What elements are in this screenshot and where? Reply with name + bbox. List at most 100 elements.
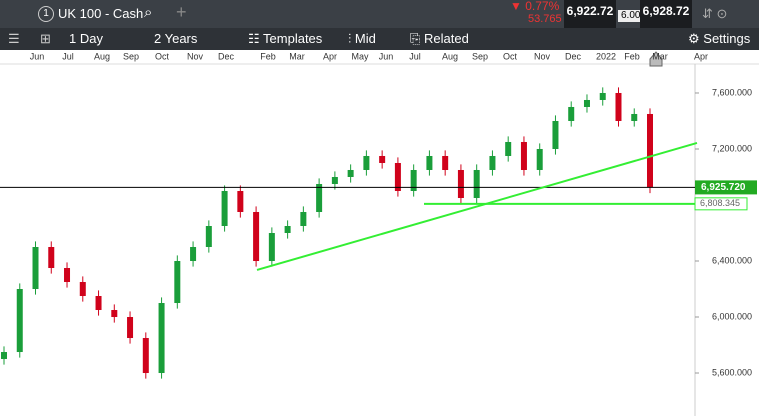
candle-body bbox=[426, 155, 433, 170]
candle-body bbox=[536, 148, 543, 170]
x-tick-label: Nov bbox=[187, 51, 204, 61]
x-tick-label: Jun bbox=[379, 51, 394, 61]
candle-body bbox=[347, 169, 354, 177]
candle-body bbox=[457, 169, 464, 198]
candle-body bbox=[284, 225, 291, 233]
candle-body bbox=[631, 113, 638, 121]
candle-body bbox=[237, 190, 244, 212]
workspace-icon[interactable]: 1 bbox=[38, 6, 54, 22]
candle-body bbox=[205, 225, 212, 248]
price-type[interactable]: ⫶ Mid bbox=[348, 31, 376, 46]
candle-body bbox=[410, 169, 417, 191]
candle-body bbox=[253, 211, 260, 262]
candle-body bbox=[190, 247, 197, 262]
candle-body bbox=[331, 176, 338, 184]
x-tick-label: Aug bbox=[94, 51, 110, 61]
candle-body bbox=[221, 190, 228, 226]
x-tick-label: Feb bbox=[624, 51, 640, 61]
x-tick-label: Jul bbox=[62, 51, 74, 61]
candle-body bbox=[583, 99, 590, 107]
related[interactable]: ⎘ Related bbox=[410, 31, 469, 46]
trendline bbox=[256, 142, 698, 271]
candle-body bbox=[16, 289, 23, 353]
x-tick-label: 2022 bbox=[596, 51, 616, 61]
candle-body bbox=[174, 261, 181, 304]
marker-icon bbox=[649, 51, 663, 67]
x-tick-label: Jul bbox=[409, 51, 421, 61]
add-icon[interactable]: + bbox=[176, 2, 187, 22]
candle-body bbox=[615, 92, 622, 121]
x-tick-label: Dec bbox=[218, 51, 235, 61]
x-tick-label: May bbox=[351, 51, 369, 61]
candle-body bbox=[127, 317, 134, 339]
x-tick-label: Oct bbox=[155, 51, 170, 61]
candle-body bbox=[48, 247, 55, 269]
x-tick-label: Oct bbox=[503, 51, 518, 61]
candle-body bbox=[647, 113, 653, 188]
related-label: Related bbox=[424, 31, 469, 46]
x-tick-label: Apr bbox=[323, 51, 337, 61]
y-tick-label: 5,600.000 bbox=[712, 367, 752, 377]
candle-body bbox=[64, 268, 71, 283]
x-tick-label: Jun bbox=[30, 51, 45, 61]
candle-body bbox=[568, 106, 575, 121]
candle-body bbox=[505, 141, 512, 156]
sell-price[interactable]: 6,922.72 bbox=[564, 0, 616, 28]
x-tick-label: Mar bbox=[652, 51, 668, 61]
change-abs: 53.765 bbox=[528, 13, 562, 25]
x-tick-label: Mar bbox=[289, 51, 305, 61]
candle-body bbox=[300, 211, 307, 226]
settings[interactable]: ⚙ Settings bbox=[688, 31, 751, 46]
y-tick-label: 7,600.000 bbox=[712, 87, 752, 97]
candle-body bbox=[111, 310, 118, 318]
top-bar: 1 UK 100 - Cash ⌕ + ▼ 0.77% 53.765 6,922… bbox=[0, 0, 759, 28]
candle-body bbox=[158, 303, 165, 374]
x-tick-label: Dec bbox=[565, 51, 582, 61]
candle-body bbox=[95, 296, 102, 311]
y-tick-label: 6,400.000 bbox=[712, 255, 752, 265]
range[interactable]: 2 Years bbox=[154, 31, 198, 46]
chart: Jun Jul Aug Sep Oct Nov Dec Feb Mar Apr May Jun Jul A… bbox=[0, 51, 759, 416]
x-tick-label: Nov bbox=[534, 51, 551, 61]
candle-body bbox=[473, 169, 480, 198]
candle-body bbox=[552, 120, 559, 149]
candle-body bbox=[142, 338, 149, 374]
candle-body bbox=[79, 282, 86, 297]
candle-body bbox=[32, 247, 39, 290]
support-label: 6,808.345 bbox=[700, 198, 740, 208]
y-tick-label: 6,000.000 bbox=[712, 311, 752, 321]
templates[interactable]: ☷ Templates bbox=[248, 31, 323, 46]
templates-label: Templates bbox=[263, 31, 323, 46]
change-pct-value: 0.77% bbox=[525, 0, 560, 13]
candle-body bbox=[489, 155, 496, 170]
candle-body bbox=[268, 233, 275, 262]
price-type-label: Mid bbox=[354, 31, 376, 46]
x-tick-label: Feb bbox=[260, 51, 276, 61]
x-tick-label: Sep bbox=[123, 51, 139, 61]
chart-toolbar: ☰ ⊞ 1 Day 2 Years ☷ Templates ⫶ Mid ⎘ Re… bbox=[0, 28, 759, 50]
buy-price[interactable]: 6,928.72 bbox=[640, 0, 692, 28]
current-price-label: 6,925.720 bbox=[701, 182, 746, 193]
layout-icon[interactable]: ⊞ bbox=[40, 31, 51, 46]
instrument[interactable]: UK 100 - Cash bbox=[58, 6, 144, 21]
candle-body bbox=[394, 162, 401, 191]
x-tick-label: Aug bbox=[442, 51, 458, 61]
current-price-badge bbox=[695, 180, 757, 195]
x-tick-label: Apr bbox=[694, 51, 708, 61]
window-icons[interactable]: ⇵ ⊙ bbox=[702, 6, 728, 21]
candle-body bbox=[316, 183, 323, 212]
menu-icon[interactable]: ☰ bbox=[8, 31, 20, 46]
candle-body bbox=[1, 352, 7, 360]
change-pct: ▼ 0.77% bbox=[510, 0, 560, 13]
interval[interactable]: 1 Day bbox=[69, 31, 103, 46]
candle-body bbox=[379, 155, 386, 163]
candle-body bbox=[520, 141, 527, 170]
candle-body bbox=[363, 155, 370, 170]
spread: 6.00 bbox=[618, 10, 644, 22]
y-tick-label: 7,200.000 bbox=[712, 143, 752, 153]
support-badge bbox=[694, 197, 748, 211]
search-icon[interactable]: ⌕ bbox=[144, 4, 153, 21]
candle-body bbox=[599, 92, 606, 100]
candle-body bbox=[442, 155, 449, 170]
